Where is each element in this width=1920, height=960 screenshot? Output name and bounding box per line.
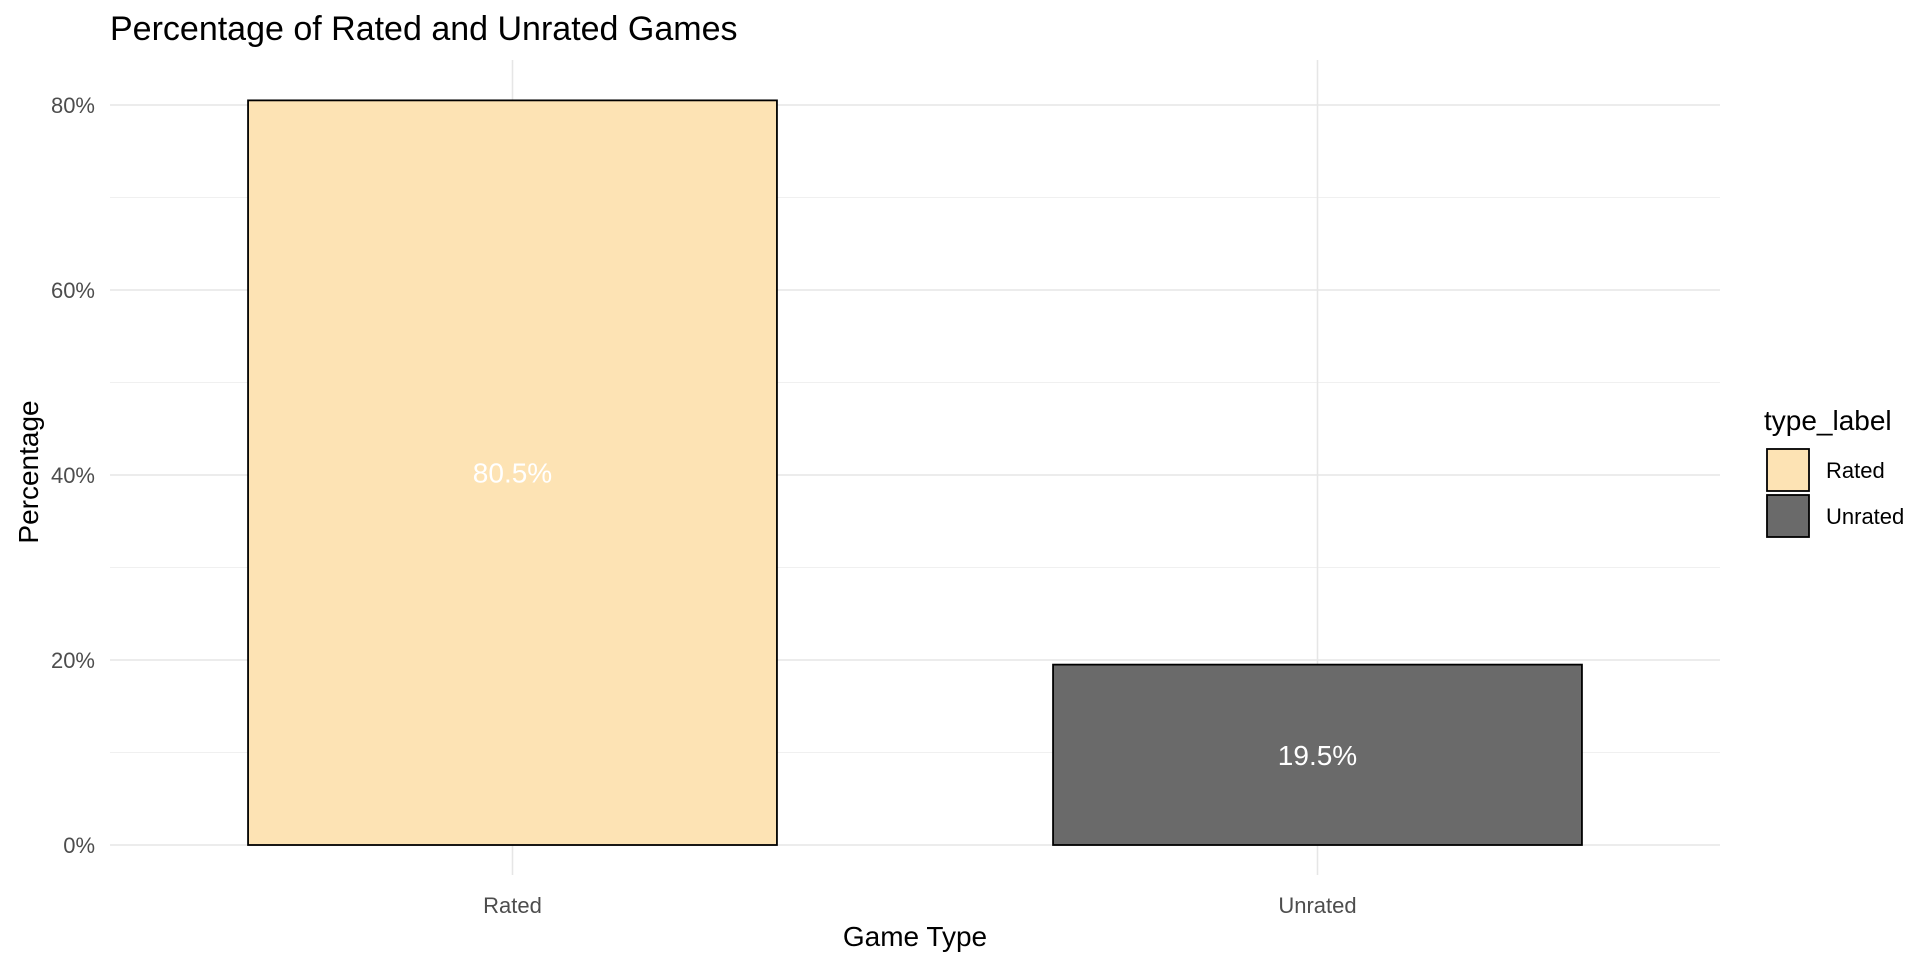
legend: type_label Rated Unrated [1764, 405, 1904, 538]
y-tick-label: 80% [51, 93, 95, 118]
x-tick-label: Unrated [1278, 893, 1356, 918]
bars-layer [247, 99, 1583, 846]
legend-title: type_label [1764, 405, 1892, 436]
y-tick-label: 20% [51, 648, 95, 673]
legend-label: Rated [1826, 458, 1885, 483]
bar-rated [247, 99, 778, 846]
x-axis-title: Game Type [843, 921, 987, 952]
axis-layer: 0% 20% 40% 60% 80% Rated Unrated [51, 93, 1357, 918]
y-tick-label: 40% [51, 463, 95, 488]
labels-layer: 80.5% 19.5% [473, 458, 1357, 771]
chart-title: Percentage of Rated and Unrated Games [110, 10, 738, 48]
y-axis-title: Percentage [13, 400, 44, 543]
legend-items: Rated Unrated [1766, 448, 1904, 538]
legend-key-unrated [1766, 494, 1810, 538]
y-tick-label: 0% [63, 833, 95, 858]
x-tick-label: Rated [483, 893, 542, 918]
legend-key-rated [1766, 448, 1810, 492]
bar-unrated [1052, 663, 1583, 846]
bar-value-label: 19.5% [1278, 740, 1357, 771]
legend-label: Unrated [1826, 504, 1904, 529]
bar-value-label: 80.5% [473, 458, 552, 489]
y-tick-label: 60% [51, 278, 95, 303]
